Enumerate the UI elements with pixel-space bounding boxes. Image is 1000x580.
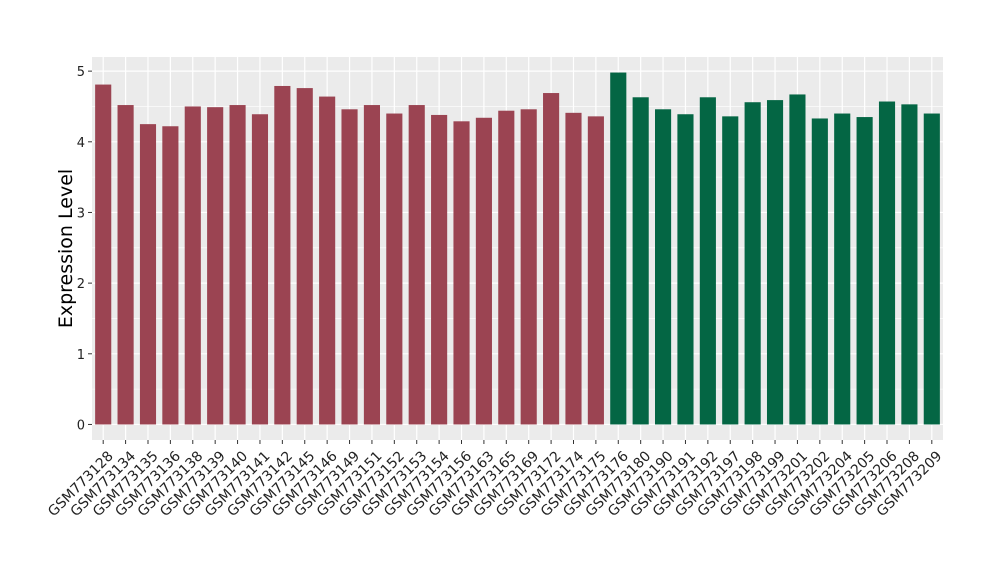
bar: [901, 104, 918, 425]
bar: [520, 109, 537, 425]
bar: [431, 114, 448, 425]
y-axis-title: Expression Level: [55, 169, 77, 328]
bar: [408, 105, 425, 425]
bar: [386, 113, 403, 425]
bar: [722, 116, 739, 425]
bar: [744, 102, 761, 425]
y-tick-label: 2: [77, 277, 85, 292]
bar: [475, 117, 492, 425]
bar: [207, 107, 224, 425]
y-tick-label: 0: [77, 418, 85, 433]
bar: [498, 110, 515, 425]
bar: [95, 84, 112, 425]
bar: [811, 118, 828, 425]
bars: [95, 72, 940, 425]
bar: [117, 105, 134, 425]
bar: [162, 126, 179, 425]
bar: [296, 88, 313, 425]
bar: [699, 97, 716, 425]
y-tick-label: 5: [77, 65, 85, 80]
bar: [139, 124, 157, 425]
y-tick-label: 3: [77, 206, 85, 221]
bar: [341, 109, 358, 425]
bar: [677, 114, 694, 425]
bar: [856, 117, 873, 425]
bar: [632, 97, 649, 425]
x-axis: GSM773128GSM773134GSM773135GSM773136GSM7…: [45, 440, 945, 520]
bar: [184, 106, 201, 425]
bar: [453, 121, 470, 425]
bar: [789, 94, 806, 425]
bar: [766, 100, 784, 425]
bar: [587, 116, 604, 425]
y-tick-label: 1: [77, 348, 85, 363]
bar: [923, 113, 940, 425]
bar: [655, 109, 672, 425]
bar: [834, 113, 851, 425]
bar: [878, 101, 896, 425]
bar: [610, 72, 627, 425]
y-tick-label: 4: [77, 136, 85, 151]
bar: [565, 112, 582, 425]
bar: [363, 105, 380, 425]
y-axis: 0 1 2 3 4 5: [77, 65, 92, 433]
bar: [251, 114, 269, 425]
bar: [274, 85, 291, 425]
bar: [319, 96, 336, 425]
bar: [543, 93, 560, 425]
bar: [229, 105, 246, 425]
